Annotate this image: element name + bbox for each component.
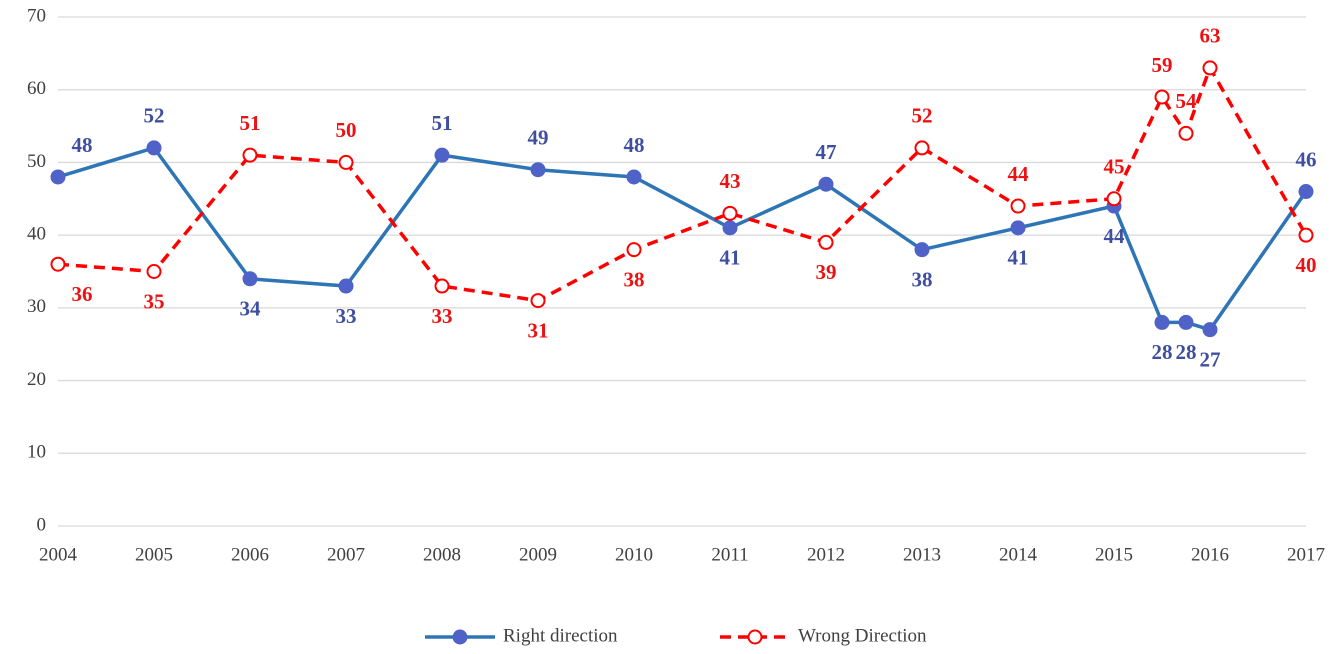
data-label: 47 — [816, 140, 837, 164]
marker — [146, 264, 162, 279]
marker — [722, 205, 738, 221]
marker — [1010, 198, 1026, 214]
legend-marker — [747, 629, 763, 645]
x-tick-label: 2006 — [231, 544, 269, 565]
y-tick-label: 0 — [37, 514, 47, 535]
marker — [242, 271, 258, 287]
marker — [434, 147, 450, 163]
data-label: 59 — [1152, 53, 1173, 77]
marker — [1178, 314, 1194, 330]
marker — [50, 256, 66, 272]
data-label: 41 — [1008, 246, 1029, 270]
marker — [146, 140, 162, 156]
y-tick-label: 60 — [27, 78, 46, 99]
data-label: 38 — [912, 267, 933, 291]
marker — [818, 176, 834, 192]
legend-marker — [452, 629, 468, 645]
data-label: 27 — [1200, 347, 1221, 371]
x-tick-label: 2010 — [615, 544, 653, 565]
x-tick-label: 2017 — [1287, 544, 1325, 565]
x-tick-label: 2014 — [999, 544, 1038, 565]
data-label: 41 — [720, 246, 741, 270]
data-label: 33 — [432, 304, 453, 328]
marker — [1298, 184, 1314, 200]
data-label: 40 — [1296, 253, 1317, 277]
data-label: 31 — [528, 318, 549, 342]
x-tick-label: 2015 — [1095, 544, 1133, 565]
data-label: 33 — [336, 304, 357, 328]
marker — [626, 242, 642, 258]
data-label: 63 — [1200, 24, 1221, 48]
data-label: 54 — [1176, 89, 1198, 113]
y-tick-label: 30 — [27, 296, 46, 317]
data-label: 34 — [240, 297, 262, 321]
data-label: 51 — [240, 111, 261, 135]
data-label: 52 — [144, 104, 165, 128]
y-tick-label: 70 — [27, 5, 46, 26]
data-label: 48 — [624, 133, 645, 157]
data-label: 38 — [624, 267, 645, 291]
marker — [530, 293, 546, 309]
data-label: 35 — [144, 289, 165, 313]
x-tick-label: 2005 — [135, 544, 173, 565]
x-tick-label: 2007 — [327, 544, 365, 565]
x-tick-label: 2016 — [1191, 544, 1229, 565]
y-tick-label: 40 — [27, 224, 46, 245]
marker — [1178, 125, 1194, 141]
marker — [50, 169, 66, 185]
marker — [1010, 220, 1026, 236]
data-label: 44 — [1104, 224, 1126, 248]
x-tick-label: 2009 — [519, 544, 557, 565]
y-tick-label: 10 — [27, 442, 46, 463]
data-label: 36 — [72, 282, 93, 306]
x-tick-label: 2011 — [711, 544, 748, 565]
data-label: 44 — [1008, 162, 1030, 186]
data-label: 48 — [72, 133, 93, 157]
x-tick-label: 2012 — [807, 544, 845, 565]
data-label: 52 — [912, 104, 933, 128]
legend-label: Right direction — [503, 625, 618, 646]
data-label: 51 — [432, 111, 453, 135]
data-label: 50 — [336, 118, 357, 142]
x-tick-label: 2013 — [903, 544, 941, 565]
marker — [338, 278, 354, 294]
marker — [338, 154, 354, 170]
marker — [1298, 227, 1314, 243]
marker — [1202, 60, 1218, 76]
data-label: 49 — [528, 126, 549, 150]
data-label: 45 — [1104, 155, 1125, 179]
data-label: 28 — [1152, 340, 1173, 364]
marker — [818, 234, 834, 250]
marker — [242, 147, 258, 163]
data-label: 39 — [816, 260, 837, 284]
marker — [914, 242, 930, 258]
data-label: 28 — [1176, 340, 1197, 364]
marker — [530, 162, 546, 178]
marker — [1202, 322, 1218, 338]
series-line — [57, 63, 1308, 303]
y-tick-label: 50 — [27, 151, 46, 172]
marker — [1154, 314, 1170, 330]
marker — [914, 140, 930, 156]
x-tick-label: 2004 — [39, 544, 78, 565]
marker — [434, 278, 450, 294]
marker — [722, 220, 738, 236]
marker — [626, 169, 642, 185]
series-line — [57, 145, 1308, 332]
marker — [1154, 89, 1170, 105]
x-tick-label: 2008 — [423, 544, 461, 565]
data-label: 46 — [1296, 147, 1317, 171]
y-tick-label: 20 — [27, 369, 46, 390]
legend-label: Wrong Direction — [798, 625, 927, 646]
marker — [1106, 191, 1122, 207]
data-label: 43 — [720, 169, 741, 193]
